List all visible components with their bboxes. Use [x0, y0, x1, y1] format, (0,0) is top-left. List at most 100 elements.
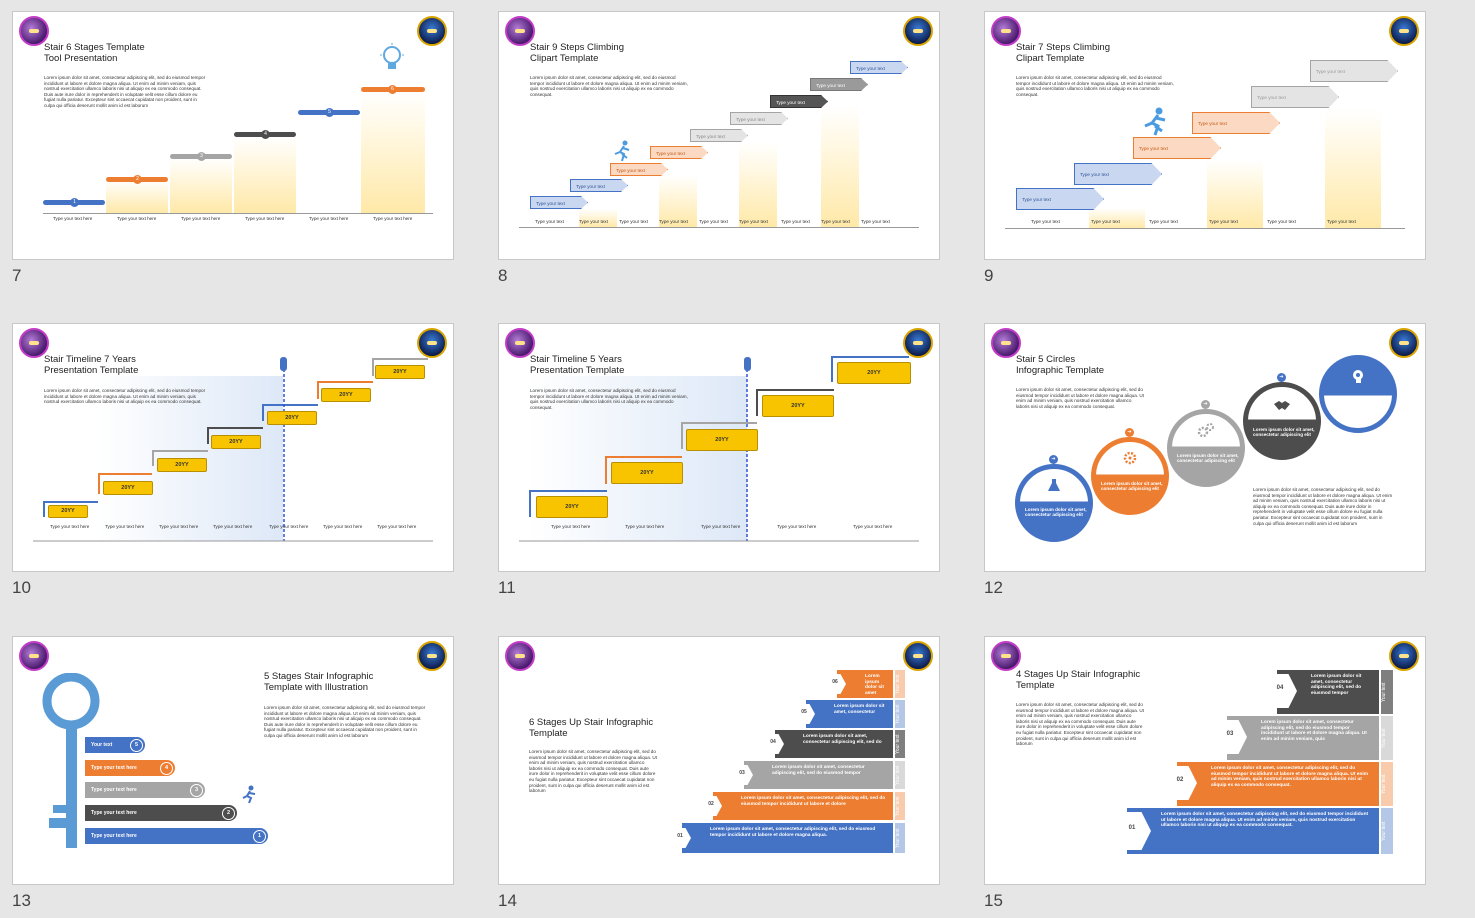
step-arrow-1: Type your text — [1016, 188, 1104, 210]
slide-number: 13 — [12, 891, 31, 910]
slide-thumbnail-10[interactable]: Stair Timeline 7 Years Presentation Templ… — [12, 323, 454, 572]
baseline — [43, 213, 433, 214]
arrow-right-icon: ➔ — [1201, 400, 1210, 409]
stage-bar — [821, 106, 859, 227]
stage-bar-2 — [106, 180, 168, 213]
slide-title: Stair 7 Steps Climbing Clipart Template — [1016, 42, 1110, 64]
stair-step-6: Lorem ipsum dolor sit amet — [837, 670, 893, 698]
step-arrow-4: Type your text — [1192, 112, 1280, 134]
brand-logo-left — [19, 328, 49, 358]
circle-text: Lorem ipsum dolor sit amet, consectetur … — [1025, 507, 1087, 518]
brand-logo-right — [417, 641, 447, 671]
side-label: Your text — [895, 700, 905, 728]
stage-label: Type your text here — [117, 216, 157, 221]
year-label: 20YY — [103, 481, 153, 495]
step-label: Type your text — [861, 219, 890, 224]
slide-body-text: Lorem ipsum dolor sit amet, consectetur … — [44, 75, 206, 108]
head-gear-icon — [1351, 369, 1365, 383]
step-arrow-7: Type your text — [770, 95, 828, 108]
slide-number: 14 — [498, 891, 517, 910]
slide-thumbnail-12[interactable]: Stair 5 Circles Infographic Template Lore… — [984, 323, 1426, 572]
step-label: Type your text — [1267, 219, 1296, 224]
key-stage-3: Type your text here 3 — [85, 782, 205, 798]
brand-logo-left — [19, 16, 49, 46]
key-stage-4: Type your text here 4 — [85, 760, 175, 776]
baseline — [1005, 228, 1405, 229]
brand-logo-left — [505, 16, 535, 46]
slide-body-text: Lorem ipsum dolor sit amet, consectetur … — [530, 388, 688, 410]
side-label: Your text — [1381, 808, 1393, 854]
stage-bar-3 — [170, 158, 232, 213]
slide-body-text-2: Lorem ipsum dolor sit amet, consectetur … — [1253, 487, 1393, 526]
slide-body-text: Lorem ipsum dolor sit amet, consectetur … — [44, 388, 206, 405]
year-caption: Type your text here — [159, 524, 199, 529]
slide-body-text: Lorem ipsum dolor sit amet, consectetur … — [1016, 387, 1144, 409]
stage-label: Type your text here — [53, 216, 93, 221]
slide-thumbnail-9[interactable]: Stair 7 Steps Climbing Clipart Template L… — [984, 11, 1426, 260]
step-badge: 05 — [793, 704, 815, 724]
year-label: 20YY — [267, 411, 317, 425]
stage-bar — [1325, 109, 1381, 228]
stage-label: Type your text here — [181, 216, 221, 221]
stair-step-1: Lorem ipsum dolor sit amet, consectetur … — [1127, 808, 1379, 854]
step-badge: 01 — [669, 828, 691, 848]
year-caption: Type your text here — [105, 524, 145, 529]
slide-title: 4 Stages Up Stair Infographic Template — [1016, 669, 1141, 691]
lightbulb-icon — [380, 43, 404, 69]
slide-thumbnail-14[interactable]: 6 Stages Up Stair Infographic Template Lo… — [498, 636, 940, 885]
gear-icon — [1123, 451, 1137, 465]
slide-title: 5 Stages Stair Infographic Template with … — [264, 671, 374, 693]
slide-number: 7 — [12, 266, 22, 285]
step-arrow-8: Type your text — [810, 78, 868, 91]
side-label: Your text — [1381, 670, 1393, 714]
step-label: Type your text — [659, 219, 688, 224]
slide-body-text: Lorem ipsum dolor sit amet, consectetur … — [1016, 75, 1174, 97]
slide-number: 11 — [498, 578, 516, 597]
stage-circle-3 — [1167, 409, 1245, 487]
year-label: 20YY — [536, 496, 608, 518]
step-label: Type your text — [535, 219, 564, 224]
year-caption: Type your text here — [777, 524, 817, 529]
side-label: Your text — [895, 730, 905, 758]
key-stage-5: Your text 5 — [85, 737, 145, 753]
side-label: Your text — [895, 670, 905, 698]
brand-logo-left — [505, 328, 535, 358]
step-label: Type your text — [1209, 219, 1238, 224]
step-arrow-5: Type your text — [1251, 86, 1339, 108]
year-label: 20YY — [686, 429, 758, 451]
stage-circle-2 — [1091, 437, 1169, 515]
slide-thumbnail-8[interactable]: Stair 9 Steps Climbing Clipart Template L… — [498, 11, 940, 260]
handshake-icon — [1273, 399, 1291, 411]
year-caption: Type your text here — [269, 524, 309, 529]
gears-icon — [1197, 422, 1215, 438]
slide-body-text: Lorem ipsum dolor sit amet, consectetur … — [1016, 702, 1144, 747]
brand-logo-right — [1389, 328, 1419, 358]
stair-step-4: Lorem ipsum dolor sit amet, consectetur … — [775, 730, 893, 758]
step-arrow-5: Type your text — [690, 129, 748, 142]
step-badge: 01 — [1113, 812, 1151, 850]
slide-title: Stair 6 Stages Template Tool Presentation — [44, 42, 145, 64]
year-caption: Type your text here — [323, 524, 363, 529]
brand-logo-right — [1389, 641, 1419, 671]
key-stage-2: Type your text here 2 — [85, 805, 237, 821]
slide-thumbnail-11[interactable]: Stair Timeline 5 Years Presentation Templ… — [498, 323, 940, 572]
brand-logo-left — [991, 641, 1021, 671]
step-label: Type your text — [619, 219, 648, 224]
year-caption: Type your text here — [701, 524, 741, 529]
year-caption: Type your text here — [625, 524, 665, 529]
stage-bar-6 — [361, 91, 425, 213]
year-caption: Type your text here — [551, 524, 591, 529]
slide-title: Stair 9 Steps Climbing Clipart Template — [530, 42, 624, 64]
side-label: Your text — [895, 792, 905, 820]
arrow-right-icon: ➔ — [1049, 455, 1058, 464]
slide-thumbnail-7[interactable]: Stair 6 Stages Template Tool Presentation… — [12, 11, 454, 260]
slide-thumbnail-13[interactable]: 5 Stages Stair Infographic Template with … — [12, 636, 454, 885]
stage-number: 5 — [325, 108, 334, 117]
stage-circle-5 — [1319, 355, 1397, 433]
step-arrow-6: Type your text — [730, 112, 788, 125]
slide-thumbnail-15[interactable]: 4 Stages Up Stair Infographic Template Lo… — [984, 636, 1426, 885]
step-label: Type your text — [1149, 219, 1178, 224]
key-stage-1: Type your text here 1 — [85, 828, 268, 844]
year-label: 20YY — [48, 505, 88, 518]
stair-lines — [519, 356, 919, 542]
